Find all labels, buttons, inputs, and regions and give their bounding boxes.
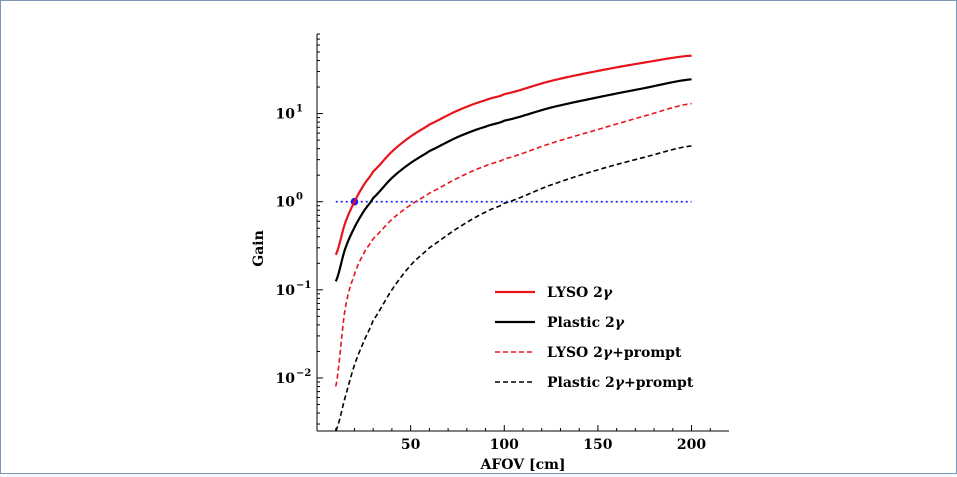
y-tick-label-group: 10 −2 bbox=[276, 368, 312, 387]
y-tick-label-base: 10 bbox=[276, 283, 296, 299]
legend-label: LYSO 2γ bbox=[547, 285, 613, 301]
legend-label-greek: γ bbox=[615, 375, 625, 391]
y-tick-label-exponent: −1 bbox=[296, 280, 311, 291]
y-tick-label-base: 10 bbox=[276, 371, 296, 387]
y-axis-title: Gain bbox=[251, 230, 267, 267]
reference-line-group bbox=[335, 197, 692, 206]
series-line-2 bbox=[334, 102, 692, 387]
series-group bbox=[334, 54, 692, 432]
legend-label-main: Plastic 2 bbox=[547, 375, 615, 391]
legend-label-main: Plastic 2 bbox=[547, 315, 615, 331]
legend-label-suffix: +prompt bbox=[624, 375, 694, 391]
y-tick-label-group: 10 0 bbox=[276, 192, 303, 211]
legend-label-suffix: +prompt bbox=[612, 345, 682, 361]
legend-label: LYSO 2γ+prompt bbox=[547, 345, 682, 361]
x-axis-title: AFOV [cm] bbox=[479, 457, 565, 473]
x-axis-ticks: 50 100 150 200 bbox=[335, 425, 711, 453]
x-tick-label: 200 bbox=[677, 437, 706, 453]
legend-label: Plastic 2γ bbox=[547, 315, 625, 331]
legend-label-main: LYSO 2 bbox=[547, 345, 603, 361]
y-tick-label-exponent: −2 bbox=[296, 368, 311, 379]
series-line-3 bbox=[335, 145, 692, 432]
series-line-1 bbox=[334, 78, 692, 282]
x-tick-label: 50 bbox=[401, 437, 421, 453]
legend-label-greek: γ bbox=[603, 285, 613, 301]
legend-label: Plastic 2γ+prompt bbox=[547, 375, 694, 391]
x-tick-label: 100 bbox=[490, 437, 519, 453]
legend-label-greek: γ bbox=[615, 315, 625, 331]
y-tick-label-group: 10 −1 bbox=[276, 280, 312, 299]
legend-label-greek: γ bbox=[603, 345, 613, 361]
y-tick-label-exponent: 0 bbox=[296, 192, 303, 203]
series-line-0 bbox=[334, 54, 692, 256]
y-tick-label-group: 10 1 bbox=[276, 104, 303, 123]
y-tick-label-base: 10 bbox=[276, 195, 296, 211]
y-tick-label-base: 10 bbox=[276, 107, 296, 123]
legend-label-main: LYSO 2 bbox=[547, 285, 603, 301]
x-tick-label: 150 bbox=[583, 437, 612, 453]
y-tick-label-exponent: 1 bbox=[296, 104, 303, 115]
